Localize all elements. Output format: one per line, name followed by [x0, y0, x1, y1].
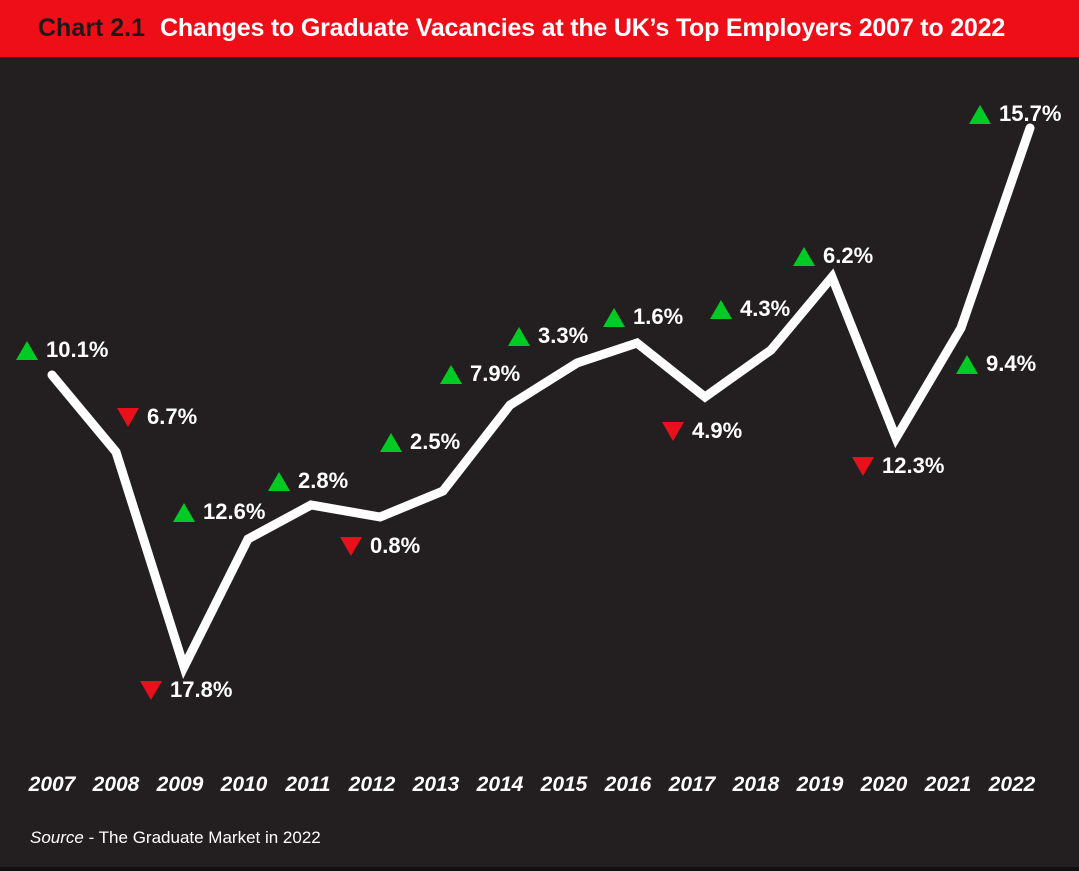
data-value-2014: 7.9%	[470, 361, 521, 386]
down-triangle-icon	[140, 680, 162, 700]
up-triangle-icon	[603, 307, 625, 327]
x-tick-2018: 2018	[732, 773, 780, 796]
up-triangle-icon	[956, 354, 978, 374]
source-prefix: Source	[30, 828, 84, 847]
data-label-2018: 4.3%	[710, 296, 790, 322]
data-label-2016: 1.6%	[603, 304, 683, 330]
x-tick-2008: 2008	[92, 773, 140, 796]
x-tick-2017: 2017	[668, 773, 716, 796]
up-triangle-icon	[268, 471, 290, 491]
up-triangle-icon	[508, 326, 530, 346]
up-triangle-icon	[380, 432, 402, 452]
x-tick-2010: 2010	[220, 773, 268, 796]
data-value-2013: 2.5%	[410, 429, 461, 454]
data-value-2010: 12.6%	[203, 499, 266, 524]
x-tick-2012: 2012	[348, 773, 396, 796]
data-value-2017: 4.9%	[692, 418, 743, 443]
data-label-2014: 7.9%	[440, 361, 520, 387]
data-label-2012: 0.8%	[340, 533, 420, 559]
down-triangle-icon	[117, 407, 139, 427]
bottom-edge-strip	[0, 867, 1079, 871]
down-triangle-icon	[662, 421, 684, 441]
data-value-2008: 6.7%	[147, 404, 198, 429]
data-value-2016: 1.6%	[633, 304, 684, 329]
data-value-2019: 6.2%	[823, 243, 874, 268]
up-triangle-icon	[173, 502, 195, 522]
data-label-2009: 17.8%	[140, 677, 232, 703]
data-label-2022: 15.7%	[969, 101, 1061, 127]
data-label-2011: 2.8%	[268, 468, 348, 494]
up-triangle-icon	[710, 299, 732, 319]
data-label-2015: 3.3%	[508, 323, 588, 349]
source-note: Source - The Graduate Market in 2022	[30, 828, 321, 848]
down-triangle-icon	[340, 536, 362, 556]
data-label-2017: 4.9%	[662, 418, 742, 444]
data-value-2012: 0.8%	[370, 533, 421, 558]
data-value-2009: 17.8%	[170, 677, 233, 702]
x-tick-2015: 2015	[540, 773, 588, 796]
up-triangle-icon	[793, 246, 815, 266]
data-value-2020: 12.3%	[882, 453, 945, 478]
data-value-2011: 2.8%	[298, 468, 349, 493]
data-label-2007: 10.1%	[16, 337, 108, 363]
chart-number-label: Chart 2.1	[38, 14, 145, 42]
up-triangle-icon	[16, 340, 38, 360]
data-value-2015: 3.3%	[538, 323, 589, 348]
data-label-2013: 2.5%	[380, 429, 460, 455]
data-value-2022: 15.7%	[999, 101, 1062, 126]
data-value-2018: 4.3%	[740, 296, 791, 321]
data-label-2021: 9.4%	[956, 351, 1036, 377]
x-tick-2009: 2009	[156, 773, 204, 796]
x-tick-2020: 2020	[860, 773, 908, 796]
x-tick-2022: 2022	[988, 773, 1036, 796]
x-tick-2011: 2011	[285, 773, 331, 796]
up-triangle-icon	[440, 364, 462, 384]
x-tick-2013: 2013	[412, 773, 460, 796]
x-tick-2007: 2007	[28, 773, 76, 796]
down-triangle-icon	[852, 456, 874, 476]
data-label-2010: 12.6%	[173, 499, 265, 525]
source-text: - The Graduate Market in 2022	[83, 828, 321, 847]
data-value-2021: 9.4%	[986, 351, 1037, 376]
data-value-2007: 10.1%	[46, 337, 109, 362]
chart-header: Chart 2.1 Changes to Graduate Vacancies …	[0, 0, 1079, 57]
chart-title: Changes to Graduate Vacancies at the UK’…	[159, 14, 1006, 42]
data-label-2020: 12.3%	[852, 453, 944, 479]
up-triangle-icon	[969, 104, 991, 124]
x-tick-2019: 2019	[796, 773, 844, 796]
x-tick-2021: 2021	[924, 773, 972, 796]
x-tick-2014: 2014	[476, 773, 524, 796]
trend-line	[47, 123, 1035, 679]
x-tick-2016: 2016	[604, 773, 652, 796]
data-label-2008: 6.7%	[117, 404, 197, 430]
data-label-2019: 6.2%	[793, 243, 873, 269]
